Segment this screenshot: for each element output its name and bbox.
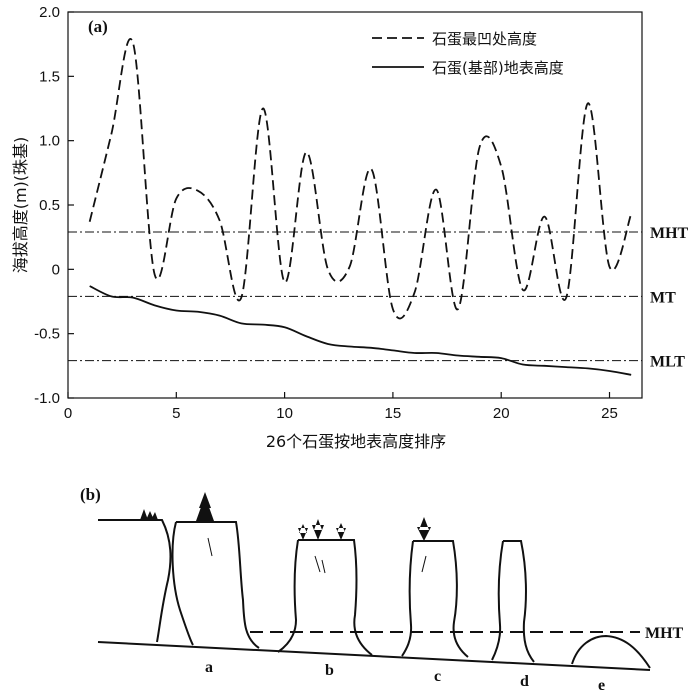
stack-label-c: c xyxy=(434,668,441,685)
diagram-panel-b: (b) xyxy=(80,485,684,694)
x-tick-label: 25 xyxy=(601,405,618,422)
x-tick-label: 10 xyxy=(276,405,293,422)
y-axis-ticks: 2.0 1.5 1.0 0.5 0 -0.5 -1.0 xyxy=(34,4,74,407)
stack-label-b: b xyxy=(325,662,334,679)
crack-line xyxy=(421,555,427,573)
sea-stack-c xyxy=(401,540,469,658)
y-tick-label: 0.5 xyxy=(39,197,60,214)
y-tick-label: 0 xyxy=(52,261,60,278)
sea-stack-e xyxy=(571,634,651,669)
reference-lines: MHT MT MLT xyxy=(68,225,689,371)
crack-line xyxy=(314,555,326,574)
panel-label-a: (a) xyxy=(88,17,108,36)
y-tick-label: 1.5 xyxy=(39,68,60,85)
x-tick-label: 15 xyxy=(385,405,402,422)
x-tick-label: 5 xyxy=(172,405,180,422)
x-tick-label: 20 xyxy=(493,405,510,422)
x-axis-label: 26个石蛋按地表高度排序 xyxy=(266,432,446,451)
tree-icon xyxy=(196,492,214,523)
series-line-concave-height xyxy=(88,38,633,320)
stack-label-d: d xyxy=(520,673,529,690)
x-axis-ticks: 0 5 10 15 20 25 xyxy=(64,392,618,422)
series-line-ground-height xyxy=(89,285,632,376)
stack-label-a: a xyxy=(205,659,213,676)
y-axis-label: 海拔高度(m)(珠基) xyxy=(11,137,30,274)
reference-label-mlt: MLT xyxy=(650,354,685,371)
reference-label-mt: MT xyxy=(650,289,676,306)
x-tick-label: 0 xyxy=(64,405,72,422)
sea-stack-d xyxy=(491,540,535,663)
tree-icon xyxy=(417,517,431,541)
tree-icon xyxy=(140,509,158,520)
y-tick-label: 2.0 xyxy=(39,4,60,21)
cliff-block xyxy=(98,519,172,643)
stack-label-e: e xyxy=(598,677,605,694)
y-tick-label: -1.0 xyxy=(34,390,60,407)
sea-stack-b xyxy=(277,539,373,656)
legend-label: 石蛋最凹处高度 xyxy=(432,30,537,48)
chart-panel-a: (a) 2.0 1.5 1.0 0.5 0 -0.5 -1.0 0 5 10 15 20 25 MHT… xyxy=(11,4,689,451)
mht-label-b: MHT xyxy=(645,625,684,642)
y-tick-label: 1.0 xyxy=(39,133,60,150)
legend-label: 石蛋(基部)地表高度 xyxy=(432,59,564,77)
crack-line xyxy=(207,537,213,557)
y-tick-label: -0.5 xyxy=(34,326,60,343)
sea-stack-a xyxy=(171,521,260,649)
ground-surface-line xyxy=(97,641,651,671)
tree-icon xyxy=(298,519,346,540)
panel-label-b: (b) xyxy=(80,485,101,504)
reference-label-mht: MHT xyxy=(650,225,689,242)
data-series xyxy=(88,38,633,376)
